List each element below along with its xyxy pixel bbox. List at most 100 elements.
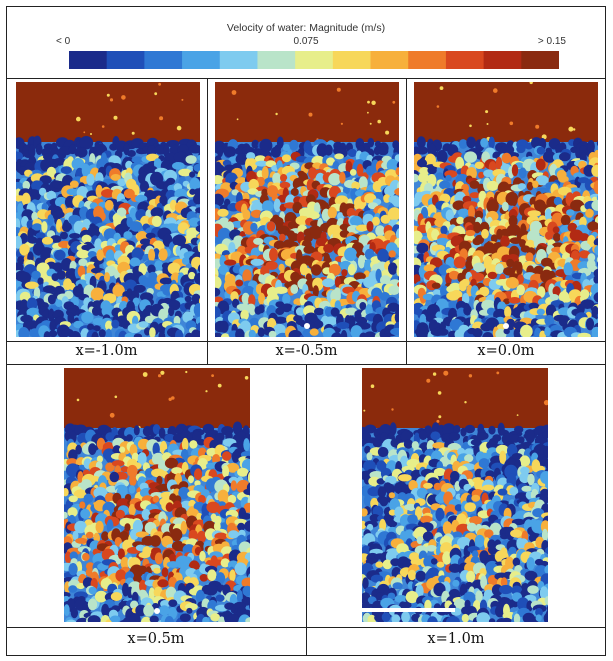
field-cell [217,208,229,217]
field-cell [511,453,523,460]
band-speck [516,414,519,416]
field-cell [295,307,305,316]
field-cell [440,225,448,235]
field-cell [197,530,207,543]
field-cell [526,600,533,612]
field-cell [222,465,230,478]
band-speck [113,115,118,120]
field-cell [227,494,237,504]
field-cell [131,156,144,163]
field-cell [520,466,530,475]
field-cell [98,329,106,337]
field-cell [418,430,428,441]
field-cell [220,558,230,568]
field-cell [486,180,499,191]
band-speck [231,90,237,95]
band-speck [340,122,343,125]
field-cell [28,144,36,158]
band-speck [486,123,489,125]
field-cell [152,424,161,435]
field-cell [148,587,155,600]
field-cell [349,169,357,176]
field-cell [470,439,482,446]
band-speck [535,124,540,129]
field-cell [75,537,88,544]
field-cell [469,180,480,189]
field-cell [129,221,143,232]
colorbar-segment [295,51,334,69]
field-cell [464,502,476,512]
colorbar-segment [370,51,409,69]
colorbar-segment [182,51,221,69]
field-cell [370,574,384,583]
field-cell [364,424,377,434]
field-cell [377,248,389,263]
field-cell [181,437,189,452]
field-cell [392,199,399,207]
field-cell [31,270,41,280]
field-cell [137,452,147,466]
field-cell [382,559,393,570]
field-cell [486,199,499,214]
field-cell [525,252,534,262]
field-cell [273,240,286,251]
field-cell [535,158,546,171]
field-cell [397,247,399,257]
field-cell [220,333,230,337]
field-cell [326,157,335,166]
field-cell [87,251,97,258]
field-cell [186,607,193,614]
band-speck [391,408,394,411]
field-cell [195,589,205,603]
field-cell [76,582,85,590]
field-cell [416,242,429,254]
field-cell [366,221,374,232]
band-speck [308,112,313,117]
field-cell [193,303,200,317]
field-cell [366,452,373,461]
field-cell [198,494,206,504]
field-cell [594,245,598,256]
field-cell [18,327,30,337]
field-cell [423,482,433,489]
field-cell [250,258,264,266]
field-cell [469,192,481,199]
field-cell [48,330,58,337]
band-speck [142,372,148,377]
field-cell [403,439,413,449]
field-cell [150,535,161,547]
field-cell [154,260,164,271]
field-cell [66,619,77,622]
band-speck [469,124,472,128]
velocity-panel [414,82,598,337]
field-cell [485,470,495,478]
field-cell [358,176,368,190]
divider [207,79,208,364]
field-cell [469,516,483,525]
band-speck [468,374,473,378]
field-cell [250,222,258,233]
field-cell [432,289,442,296]
field-cell [215,287,221,297]
field-cell [92,325,101,332]
field-cell [416,136,426,149]
field-cell [101,531,109,542]
field-cell [390,327,399,336]
field-cell [185,155,197,164]
field-cell [466,136,476,149]
field-cell [478,286,490,297]
colorbar-segment [408,51,447,69]
field-cell [26,320,39,330]
field-cell [161,567,169,578]
field-cell [314,320,324,328]
field-cell [488,136,495,149]
field-cell [91,331,99,337]
top-band [215,82,399,142]
field-cell [139,180,150,193]
field-cell [552,286,561,297]
field-cell [331,332,343,337]
field-cell [141,508,151,520]
field-cell [199,214,200,219]
field-cell [182,544,196,556]
field-cell [168,599,178,607]
